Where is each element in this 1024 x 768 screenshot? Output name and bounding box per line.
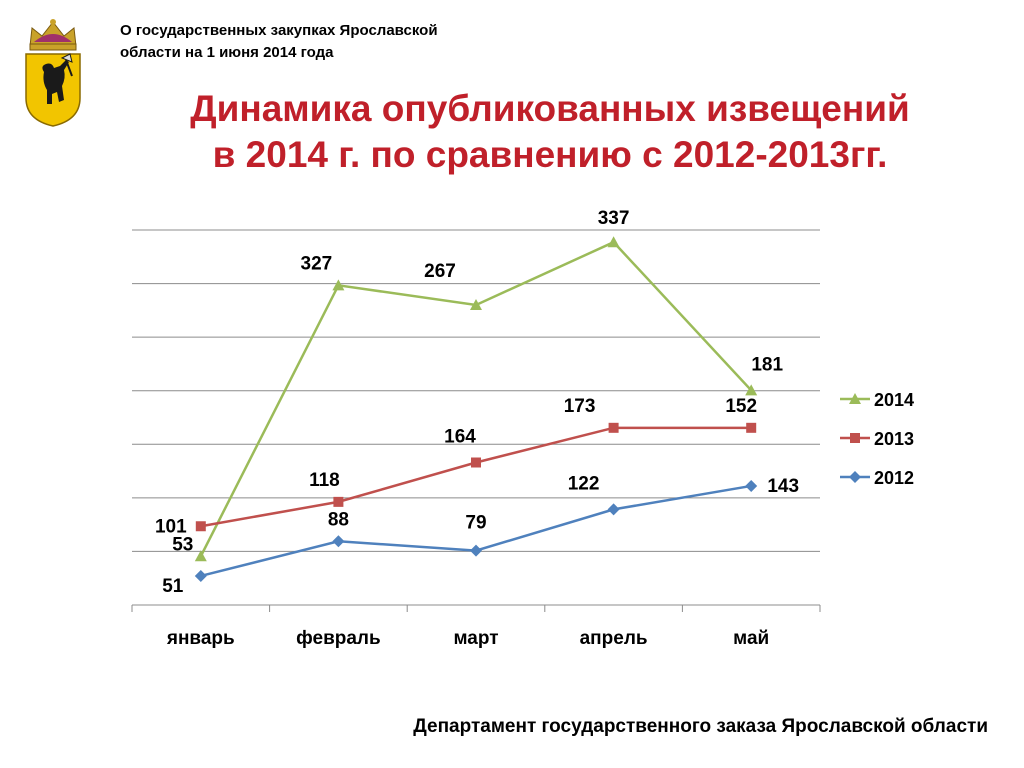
data-label-2012: 122 [568, 473, 600, 494]
data-label-2013: 164 [444, 427, 476, 448]
legend-item-2012: 2012 [840, 468, 914, 488]
x-tick-label: февраль [296, 628, 381, 649]
chart-legend: 2014 2013 2012 [840, 390, 914, 488]
data-point-2012 [470, 544, 482, 557]
legend-marker [849, 393, 861, 404]
data-label-2013: 152 [725, 396, 757, 417]
data-label-2014: 53 [172, 534, 193, 555]
data-label-2013: 173 [564, 396, 596, 417]
data-label-2012: 88 [328, 509, 349, 530]
data-point-2013 [746, 422, 757, 433]
data-point-2014 [332, 279, 345, 291]
data-point-2013 [333, 496, 344, 507]
data-label-2012: 79 [465, 513, 486, 534]
chart-data-labels: 53 327 267 337 181 101 118 164 173 152 51 88 79 122 14… [155, 208, 799, 597]
data-point-2014 [745, 384, 758, 396]
data-point-2012 [332, 535, 345, 548]
data-point-2012 [607, 503, 620, 516]
data-label-2014: 181 [751, 354, 783, 375]
data-label-2013: 101 [155, 516, 187, 537]
chart-x-axis: январь февраль март апрель май [131, 604, 821, 649]
legend-marker [849, 471, 861, 483]
x-tick-label: апрель [580, 628, 648, 649]
data-point-2014 [194, 550, 207, 562]
data-point-2013 [471, 457, 481, 468]
x-tick-label: январь [166, 628, 235, 649]
page-title-line2: в 2014 г. по сравнению с 2012-2013гг. [212, 134, 888, 175]
legend-item-2013: 2013 [840, 429, 914, 449]
legend-item-2014: 2014 [840, 390, 914, 410]
header-note-line2: области на 1 июня 2014 года [120, 44, 334, 61]
data-label-2014: 337 [598, 208, 630, 229]
x-tick-label: март [453, 628, 498, 649]
data-point-2014 [470, 299, 482, 310]
data-label-2013: 118 [309, 470, 340, 491]
coat-of-arms-icon [25, 19, 81, 127]
legend-label: 2012 [874, 468, 914, 488]
chart-gridlines [132, 229, 820, 552]
data-label-2012: 143 [767, 476, 799, 497]
legend-label: 2013 [874, 429, 914, 449]
data-label-2014: 327 [301, 253, 333, 274]
data-point-2012 [194, 569, 207, 582]
series-line-2014 [199, 240, 753, 557]
data-point-2013 [608, 422, 619, 433]
data-point-2014 [607, 236, 620, 248]
header-note-line1: О государственных закупках Ярославской [120, 22, 438, 39]
page-title: Динамика опубликованных извещений в 2014… [100, 86, 1000, 178]
data-label-2014: 267 [424, 261, 456, 282]
x-tick-label: май [733, 628, 769, 649]
page-title-line1: Динамика опубликованных извещений [190, 88, 910, 129]
footer-text: Департамент государственного заказа Ярос… [413, 716, 988, 737]
data-point-2012 [745, 479, 758, 492]
header-note: О государственных закупках Ярославской о… [120, 20, 520, 64]
data-point-2013 [195, 521, 206, 532]
legend-label: 2014 [874, 390, 914, 410]
data-label-2012: 51 [162, 576, 184, 597]
chart-series [194, 236, 758, 582]
legend-marker [850, 433, 860, 443]
series-line-2013 [200, 426, 752, 528]
